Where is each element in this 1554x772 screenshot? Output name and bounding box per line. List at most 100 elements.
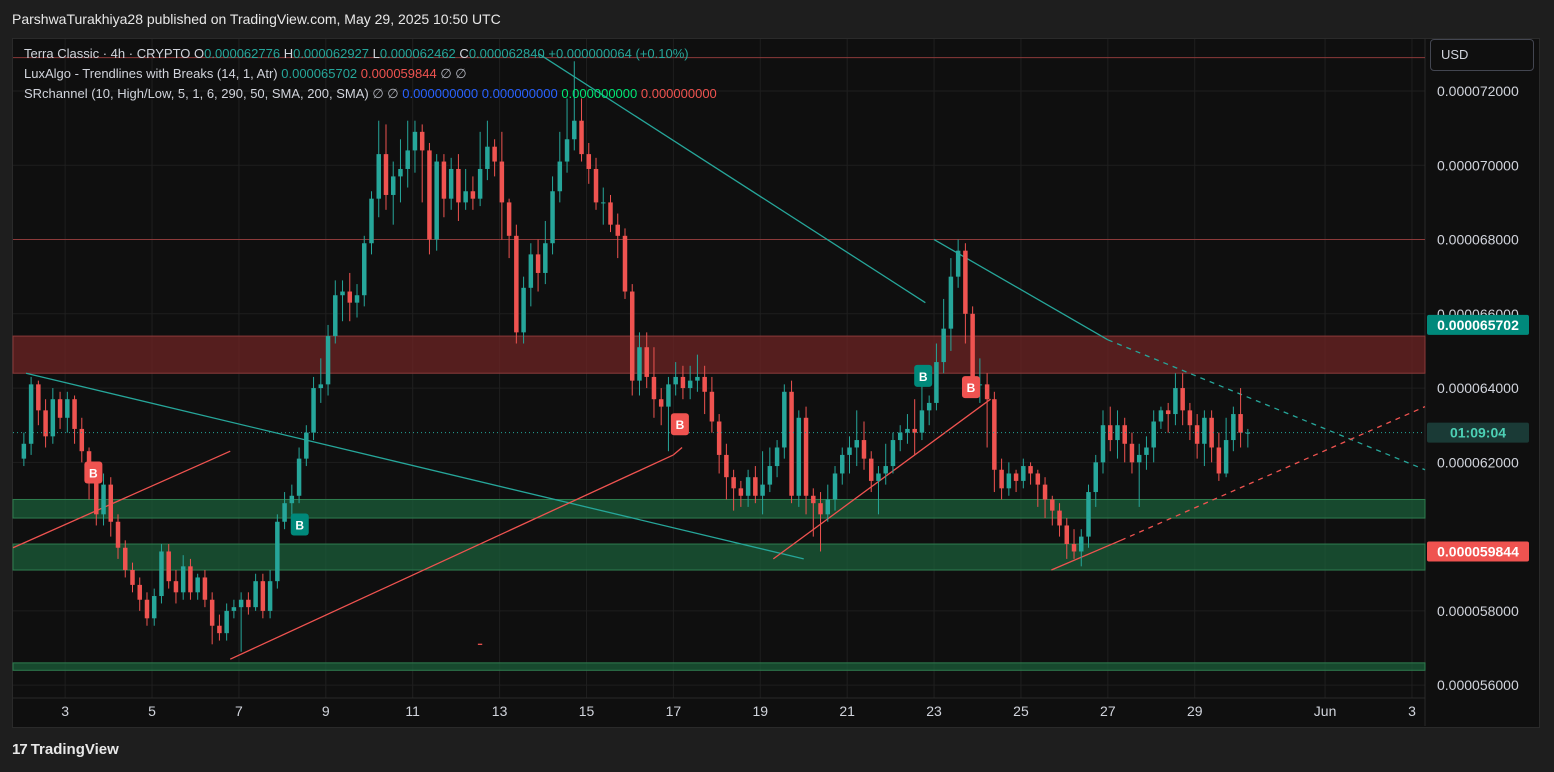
candle-body-15 (130, 570, 135, 585)
candle-76 (572, 61, 577, 151)
candle-144 (1064, 518, 1070, 559)
candle-body-153 (1129, 443, 1135, 463)
candle-body-39 (304, 432, 309, 459)
candle-body-136 (1006, 473, 1012, 489)
candle-39 (304, 425, 309, 467)
price-badge-0: 0.000065702 (1427, 314, 1529, 335)
candle-body-163 (1202, 417, 1207, 444)
candle-body-130 (963, 250, 968, 314)
candle-body-78 (586, 154, 592, 169)
candle-body-140 (1035, 473, 1041, 485)
candle-body-168 (1238, 414, 1243, 433)
candle-body-76 (572, 120, 577, 140)
candle-133 (984, 373, 990, 448)
time-tick-label-3: 9 (322, 703, 330, 719)
candle-body-141 (1042, 484, 1048, 500)
candle-56 (427, 142, 432, 255)
price-axis[interactable]: 0.000072000 0.000070000 0.000068000 0.00006… (1437, 83, 1519, 693)
time-tick-label-15: 3 (1408, 703, 1416, 719)
candle-57 (434, 154, 439, 251)
legend-row-srchannel[interactable]: SRchannel (10, High/Low, 5, 1, 6, 290, 5… (24, 84, 717, 104)
candle-body-164 (1209, 417, 1214, 448)
candle-body-159 (1173, 388, 1178, 415)
time-tick-label-0: 3 (61, 703, 69, 719)
srchannel-indicator-name[interactable]: SRchannel (10, High/Low, 5, 1, 6, 290, 5… (24, 86, 369, 101)
srchannel-value-1: ∅ (372, 86, 384, 101)
candle-20 (166, 544, 171, 589)
resistance-zone-0 (12, 335, 1426, 374)
break-marker-label-1: B (295, 518, 304, 532)
currency-button[interactable]: USD (1430, 39, 1534, 71)
break-marker-box-1 (290, 513, 309, 536)
candle-123 (912, 399, 917, 455)
candle-body-67 (506, 202, 512, 236)
price-badge-2: 0.000059844 (1427, 541, 1529, 562)
candle-119 (883, 443, 888, 485)
candle-body-98 (731, 477, 736, 489)
luxalgo-value-4: ∅ (455, 66, 467, 81)
legend-row-symbol[interactable]: Terra Classic · 4h · CRYPTO O0.000062776… (24, 44, 717, 64)
legend-row-luxalgo[interactable]: LuxAlgo - Trendlines with Breaks (14, 1,… (24, 64, 717, 84)
candle-0 (21, 432, 27, 467)
candle-body-43 (333, 295, 338, 337)
candle-body-59 (448, 168, 454, 199)
candle-body-51 (390, 176, 396, 195)
candle-18 (151, 588, 157, 626)
candle-body-56 (427, 150, 432, 240)
candle-body-74 (557, 161, 563, 192)
candle-164 (1209, 410, 1214, 463)
candle-120 (890, 432, 896, 474)
candle-body-26 (209, 599, 215, 626)
candle-78 (586, 142, 592, 184)
candle-35 (275, 514, 280, 589)
candle-body-92 (687, 380, 693, 389)
luxalgo-indicator-name[interactable]: LuxAlgo - Trendlines with Breaks (14, 1,… (24, 66, 278, 81)
candle-3 (43, 399, 48, 448)
candle-101 (753, 466, 758, 504)
srchannel-value-2: ∅ (387, 86, 399, 101)
candle-body-45 (347, 291, 353, 303)
candle-169 (1245, 428, 1251, 448)
trendlines (12, 53, 1426, 660)
candle-30 (238, 592, 244, 652)
candle-34 (267, 570, 273, 619)
candle-body-24 (195, 577, 200, 593)
candle-body-63 (477, 168, 483, 199)
candle-body-110 (818, 503, 823, 515)
time-axis[interactable]: 3 5 7 9 11 13 15 17 19 21 23 25 27 29 Jun 3 (61, 703, 1416, 719)
time-tick-label-10: 23 (926, 703, 942, 719)
price-badge-1: 01:09:04 (1427, 422, 1529, 443)
candle-14 (123, 540, 128, 578)
candle-112 (832, 466, 838, 511)
candle-23 (188, 558, 193, 600)
candle-body-86 (644, 347, 649, 377)
candle-166 (1223, 417, 1229, 478)
candle-68 (514, 224, 519, 344)
price-badges: 0.000065702 01:09:04 0.000059844 (1427, 314, 1529, 562)
time-tick-label-6: 15 (579, 703, 595, 719)
candle-163 (1202, 410, 1207, 467)
candle-body-79 (593, 168, 599, 203)
symbol-title[interactable]: Terra Classic · 4h · CRYPTO (24, 46, 191, 61)
chart-panel[interactable] (12, 38, 1540, 728)
luxalgo-value-1: 0.000065702 (281, 66, 358, 81)
candle-165 (1216, 432, 1222, 481)
candle-body-91 (680, 376, 686, 389)
candle-body-61 (463, 191, 468, 203)
candle-142 (1050, 495, 1055, 526)
candle-42 (325, 324, 331, 396)
candle-146 (1079, 529, 1084, 567)
trendline-2 (933, 238, 1109, 341)
tradingview-logo-text: TradingView (30, 741, 119, 758)
candle-66 (499, 131, 505, 240)
tradingview-logo[interactable]: 17 TradingView (12, 738, 119, 762)
srchannel-value-6: 0.000000000 (640, 86, 717, 101)
candle-body-128 (948, 276, 954, 329)
candle-125 (926, 395, 932, 426)
candle-160 (1180, 373, 1185, 426)
candle-body-154 (1136, 454, 1142, 463)
candle-136 (1006, 462, 1012, 496)
high-value: 0.000062927 (293, 46, 370, 61)
candle-body-58 (441, 161, 447, 199)
